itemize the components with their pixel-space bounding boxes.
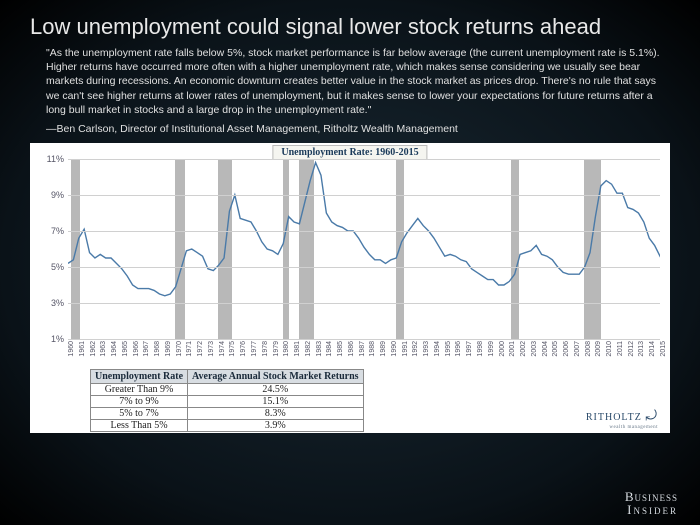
source-logo-sub: wealth management	[586, 425, 658, 430]
gridline	[68, 159, 660, 160]
x-tick-label: 1998	[477, 341, 484, 357]
x-tick-label: 1962	[90, 341, 97, 357]
x-tick-label: 1976	[240, 341, 247, 357]
x-tick-label: 1996	[455, 341, 462, 357]
x-tick-label: 2011	[617, 341, 624, 356]
x-tick-label: 2004	[542, 341, 549, 357]
x-tick-label: 1968	[154, 341, 161, 357]
x-tick-label: 1979	[273, 341, 280, 357]
x-tick-label: 1999	[488, 341, 495, 357]
x-tick-label: 1971	[186, 341, 193, 357]
chart-container: Unemployment Rate: 1960-2015 1%3%5%7%9%1…	[30, 143, 670, 433]
x-tick-label: 1988	[369, 341, 376, 357]
x-tick-label: 1997	[466, 341, 473, 357]
x-tick-label: 2012	[628, 341, 635, 357]
table-cell: 15.1%	[188, 395, 363, 407]
x-tick-label: 2008	[585, 341, 592, 357]
x-tick-label: 1973	[208, 341, 215, 357]
table-header-1: Average Annual Stock Market Returns	[188, 369, 363, 383]
x-tick-label: 2003	[531, 341, 538, 357]
gridline	[68, 195, 660, 196]
chart-title: Unemployment Rate: 1960-2015	[272, 145, 427, 160]
x-tick-label: 1992	[412, 341, 419, 357]
x-tick-label: 1965	[122, 341, 129, 357]
x-tick-label: 1966	[133, 341, 140, 357]
x-tick-label: 1967	[143, 341, 150, 357]
x-tick-label: 1991	[402, 341, 409, 357]
table-row: Less Than 5%3.9%	[91, 419, 364, 431]
x-tick-label: 2010	[606, 341, 613, 357]
x-tick-label: 1975	[229, 341, 236, 357]
x-tick-label: 2009	[595, 341, 602, 357]
x-tick-label: 1960	[68, 341, 75, 357]
returns-table: Unemployment Rate Average Annual Stock M…	[90, 369, 364, 432]
x-tick-label: 2005	[552, 341, 559, 357]
table-row: 5% to 7%8.3%	[91, 407, 364, 419]
table-row: 7% to 9%15.1%	[91, 395, 364, 407]
source-logo: RITHOLTZ ⤾ wealth management	[586, 409, 658, 430]
x-tick-label: 1980	[283, 341, 290, 357]
y-tick-label: 7%	[51, 226, 64, 236]
table-cell: 3.9%	[188, 419, 363, 431]
table-header-0: Unemployment Rate	[91, 369, 188, 383]
x-tick-label: 2015	[660, 341, 667, 357]
x-tick-label: 1993	[423, 341, 430, 357]
x-tick-label: 1986	[348, 341, 355, 357]
unemployment-line	[68, 162, 660, 295]
business-insider-logo: Business Insider	[625, 490, 678, 517]
y-tick-label: 11%	[47, 154, 64, 164]
x-tick-label: 1989	[380, 341, 387, 357]
x-tick-label: 1961	[79, 341, 86, 357]
x-tick-label: 1987	[359, 341, 366, 357]
gridline	[68, 231, 660, 232]
x-tick-label: 2014	[649, 341, 656, 357]
x-tick-label: 1990	[391, 341, 398, 357]
x-tick-label: 1978	[262, 341, 269, 357]
table-cell: 8.3%	[188, 407, 363, 419]
x-tick-label: 2006	[563, 341, 570, 357]
x-tick-label: 1969	[165, 341, 172, 357]
x-tick-label: 1983	[316, 341, 323, 357]
plot-area: 1%3%5%7%9%11%	[68, 159, 660, 339]
table-cell: Less Than 5%	[91, 419, 188, 431]
gridline	[68, 267, 660, 268]
y-tick-label: 5%	[51, 262, 64, 272]
x-axis-labels: 1960196119621963196419651966196719681969…	[68, 341, 660, 371]
table-cell: 5% to 7%	[91, 407, 188, 419]
line-chart-svg	[68, 159, 660, 339]
x-tick-label: 2007	[574, 341, 581, 357]
x-tick-label: 1963	[100, 341, 107, 357]
x-tick-label: 1974	[219, 341, 226, 357]
y-tick-label: 1%	[51, 334, 64, 344]
x-tick-label: 1970	[176, 341, 183, 357]
bi-logo-line2: Insider	[625, 503, 678, 517]
x-tick-label: 1994	[434, 341, 441, 357]
x-tick-label: 1977	[251, 341, 258, 357]
quote-text: "As the unemployment rate falls below 5%…	[46, 46, 660, 117]
source-logo-text: RITHOLTZ	[586, 412, 642, 423]
x-tick-label: 1972	[197, 341, 204, 357]
x-tick-label: 1981	[294, 341, 301, 357]
x-tick-label: 2001	[509, 341, 516, 357]
table-row: Greater Than 9%24.5%	[91, 383, 364, 395]
y-tick-label: 3%	[51, 298, 64, 308]
table-cell: 7% to 9%	[91, 395, 188, 407]
slide: Low unemployment could signal lower stoc…	[0, 0, 700, 433]
x-tick-label: 2013	[638, 341, 645, 357]
x-tick-label: 2000	[499, 341, 506, 357]
table-cell: 24.5%	[188, 383, 363, 395]
attribution: —Ben Carlson, Director of Institutional …	[46, 123, 670, 135]
table-cell: Greater Than 9%	[91, 383, 188, 395]
x-tick-label: 1995	[445, 341, 452, 357]
y-tick-label: 9%	[51, 190, 64, 200]
x-tick-label: 2002	[520, 341, 527, 357]
slide-title: Low unemployment could signal lower stoc…	[30, 14, 670, 40]
bi-logo-line1: Business	[625, 490, 678, 504]
x-tick-label: 1984	[326, 341, 333, 357]
x-tick-label: 1964	[111, 341, 118, 357]
x-tick-label: 1982	[305, 341, 312, 357]
x-tick-label: 1985	[337, 341, 344, 357]
gridline	[68, 303, 660, 304]
